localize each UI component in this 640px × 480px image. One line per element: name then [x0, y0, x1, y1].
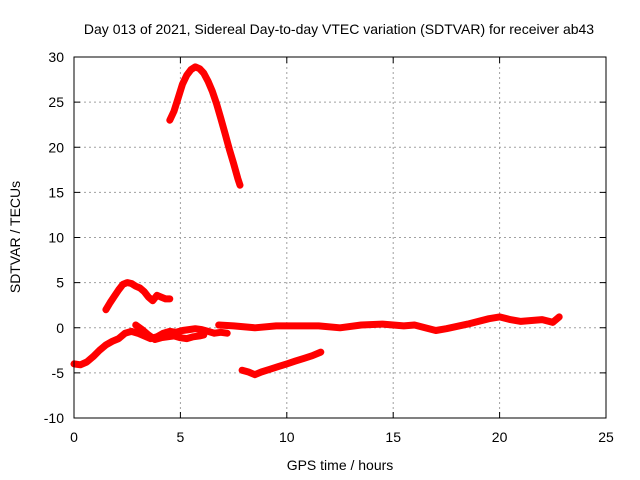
y-tick-label: 10 [48, 230, 64, 246]
x-tick-label: 25 [598, 429, 614, 445]
y-tick-label: 15 [48, 184, 64, 200]
series-arc-1 [166, 63, 244, 189]
y-tick-label: -10 [44, 410, 64, 426]
y-axis-label: SDTVAR / TECUs [7, 181, 23, 293]
y-tick-label: 30 [48, 49, 64, 65]
x-tick-label: 15 [385, 429, 401, 445]
series-arc-6 [238, 348, 325, 379]
x-tick-label: 5 [177, 429, 185, 445]
x-axis-label: GPS time / hours [287, 457, 394, 473]
x-tick-label: 10 [279, 429, 295, 445]
series-layer [70, 63, 563, 379]
series-arc-2 [102, 279, 174, 314]
chart-title: Day 013 of 2021, Sidereal Day-to-day VTE… [84, 21, 594, 37]
y-tick-label: 5 [56, 275, 64, 291]
y-tick-label: 25 [48, 94, 64, 110]
y-tick-label: 20 [48, 139, 64, 155]
x-tick-label: 0 [70, 429, 78, 445]
series-arc-5 [215, 313, 563, 334]
y-tick-label: 0 [56, 320, 64, 336]
series-arc-4 [132, 321, 208, 343]
plot-frame [73, 56, 607, 419]
x-tick-label: 20 [492, 429, 508, 445]
y-tick-label: -5 [52, 365, 65, 381]
